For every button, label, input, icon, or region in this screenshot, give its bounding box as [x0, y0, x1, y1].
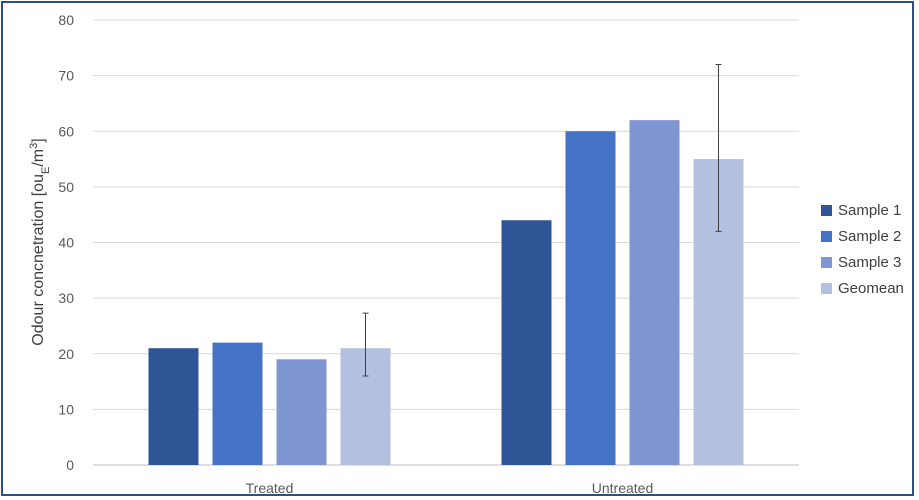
- y-tick-label: 30: [58, 290, 74, 306]
- y-tick-label: 80: [58, 12, 74, 28]
- bars: [148, 120, 744, 465]
- legend-label: Geomean: [838, 280, 904, 297]
- y-tick-label: 10: [58, 401, 74, 417]
- y-axis-label: Odour concnetration [ouE/m3]: [28, 138, 52, 345]
- legend-swatch: [821, 205, 832, 216]
- x-tick-label-untreated: Untreated: [592, 480, 653, 496]
- legend-item-geomean: Geomean: [821, 280, 904, 297]
- error-bars: [362, 64, 722, 377]
- legend: Sample 1 Sample 2 Sample 3 Geomean: [821, 202, 904, 297]
- legend-swatch: [821, 283, 832, 294]
- y-tick-label: 50: [58, 179, 74, 195]
- x-axis-ticks: Treated Untreated: [246, 480, 654, 496]
- legend-item-sample-1: Sample 1: [821, 202, 901, 219]
- y-axis-ticks: 0 10 20 30 40 50 60 70 80: [58, 12, 74, 473]
- bar-sample-3-untreated: [629, 120, 680, 465]
- legend-label: Sample 2: [838, 228, 901, 245]
- y-tick-label: 0: [66, 457, 74, 473]
- legend-swatch: [821, 231, 832, 242]
- legend-label: Sample 3: [838, 254, 901, 271]
- error-bar-untreated: [715, 64, 722, 232]
- legend-item-sample-2: Sample 2: [821, 228, 901, 245]
- bar-sample-1-untreated: [501, 220, 552, 465]
- legend-label: Sample 1: [838, 202, 901, 219]
- bar-sample-3-treated: [276, 359, 327, 465]
- bar-sample-1-treated: [148, 348, 199, 465]
- error-bar-treated: [362, 312, 369, 377]
- y-tick-label: 20: [58, 346, 74, 362]
- bar-sample-2-treated: [212, 342, 263, 465]
- y-tick-label: 40: [58, 235, 74, 251]
- gridlines: [93, 19, 799, 466]
- legend-swatch: [821, 257, 832, 268]
- bar-sample-2-untreated: [565, 131, 616, 465]
- y-tick-label: 70: [58, 68, 74, 84]
- x-tick-label-treated: Treated: [246, 480, 294, 496]
- legend-item-sample-3: Sample 3: [821, 254, 901, 271]
- y-tick-label: 60: [58, 123, 74, 139]
